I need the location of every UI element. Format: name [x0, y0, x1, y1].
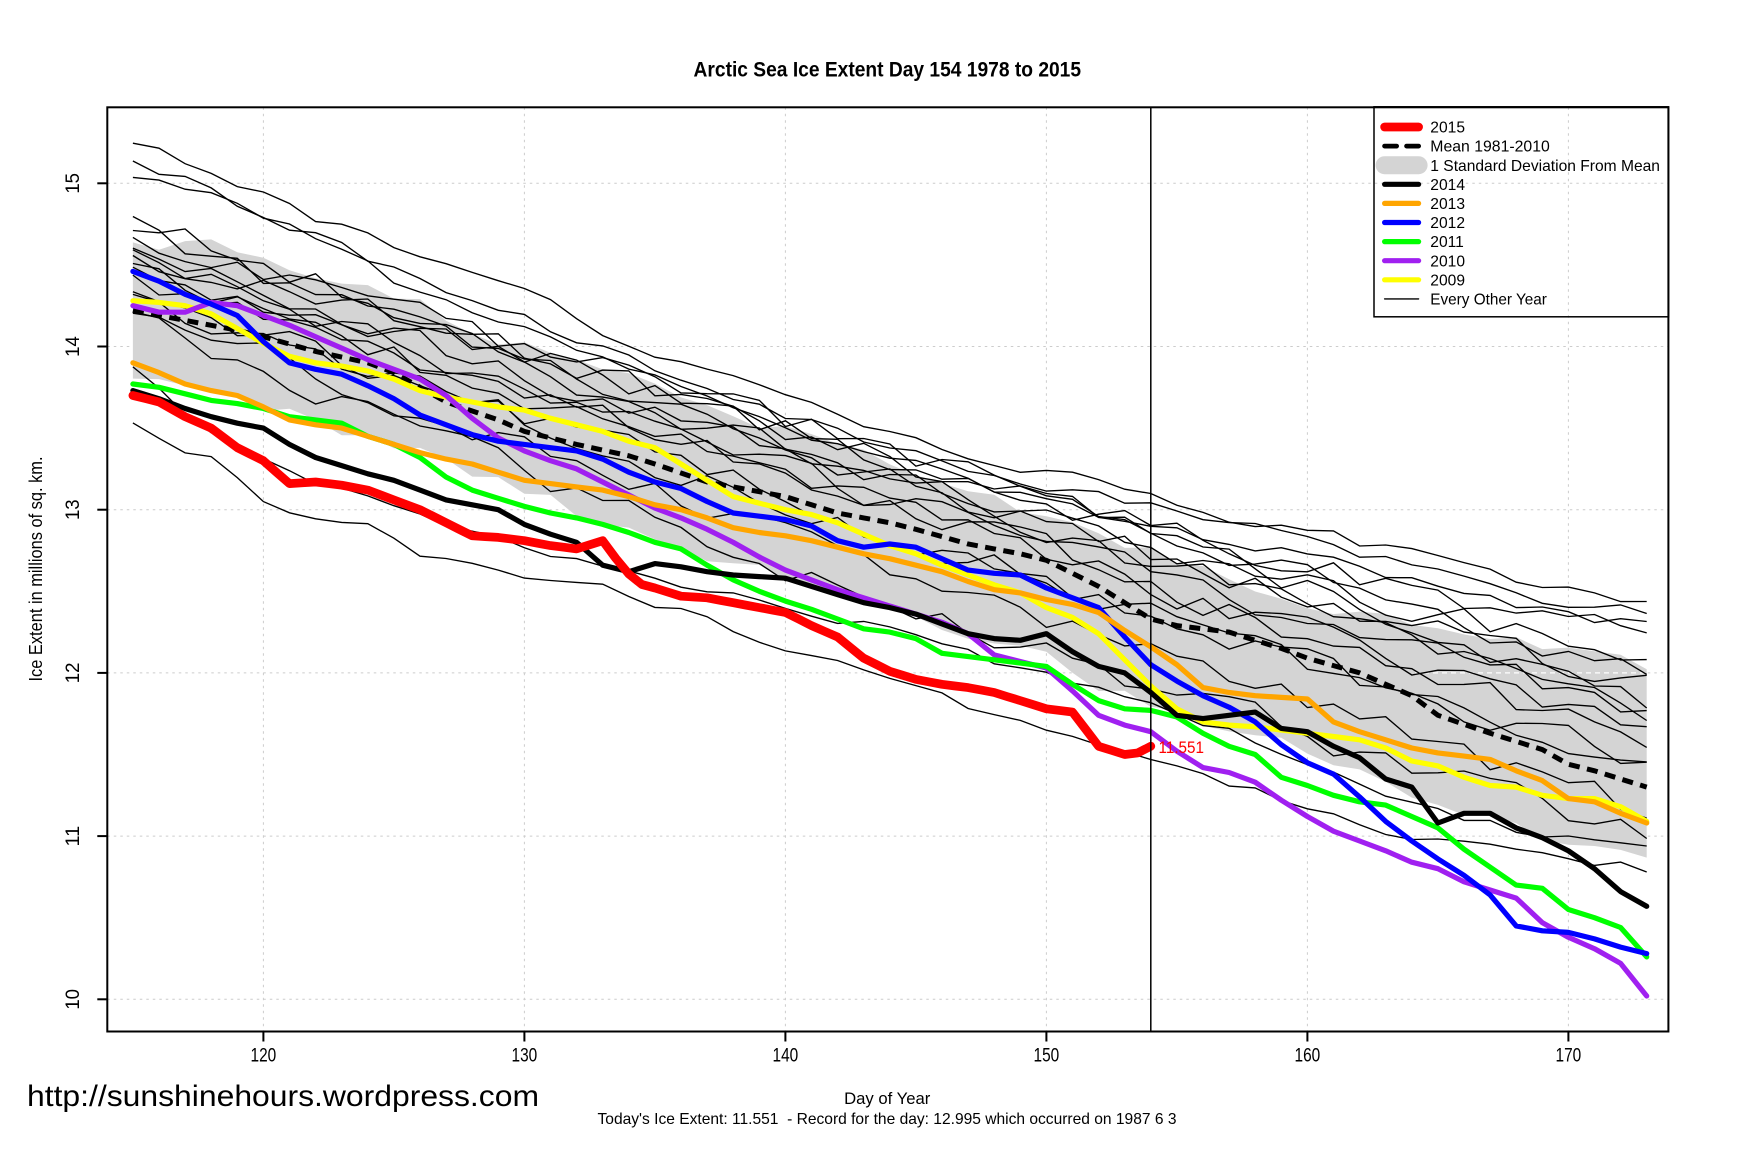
svg-text:2012: 2012: [1430, 215, 1465, 232]
svg-text:Today's Ice Extent: 11.551 -: Today's Ice Extent: 11.551 - Record for …: [598, 1111, 1177, 1128]
svg-text:Every Other Year: Every Other Year: [1430, 292, 1547, 309]
svg-text:Mean 1981-2010: Mean 1981-2010: [1430, 139, 1550, 156]
svg-text:1 Standard Deviation From Mean: 1 Standard Deviation From Mean: [1430, 158, 1660, 175]
svg-text:120: 120: [251, 1046, 277, 1067]
svg-text:150: 150: [1034, 1046, 1060, 1067]
svg-text:12: 12: [63, 663, 84, 684]
svg-text:14: 14: [63, 336, 84, 357]
svg-text:2010: 2010: [1430, 253, 1465, 270]
svg-text:2009: 2009: [1430, 272, 1465, 289]
svg-text:170: 170: [1556, 1046, 1582, 1067]
svg-text:2015: 2015: [1430, 120, 1465, 137]
svg-text:Day of Year: Day of Year: [844, 1090, 931, 1108]
svg-text:2013: 2013: [1430, 196, 1465, 213]
svg-text:Arctic Sea Ice Extent Day 154: Arctic Sea Ice Extent Day 154 1978 to 20…: [694, 59, 1082, 82]
svg-text:160: 160: [1295, 1046, 1321, 1067]
svg-text:130: 130: [512, 1046, 538, 1067]
svg-text:11.551: 11.551: [1159, 739, 1205, 757]
svg-text:Ice Extent in millions of sq.: Ice Extent in millions of sq. km.: [25, 457, 46, 682]
svg-text:15: 15: [63, 173, 84, 194]
svg-text:2014: 2014: [1430, 177, 1465, 194]
svg-text:10: 10: [63, 989, 84, 1010]
svg-text:http://sunshinehours.wordpress: http://sunshinehours.wordpress.com: [27, 1080, 539, 1113]
svg-text:140: 140: [773, 1046, 799, 1067]
svg-text:11: 11: [63, 826, 84, 847]
svg-text:2011: 2011: [1430, 234, 1464, 251]
svg-text:13: 13: [63, 499, 84, 520]
